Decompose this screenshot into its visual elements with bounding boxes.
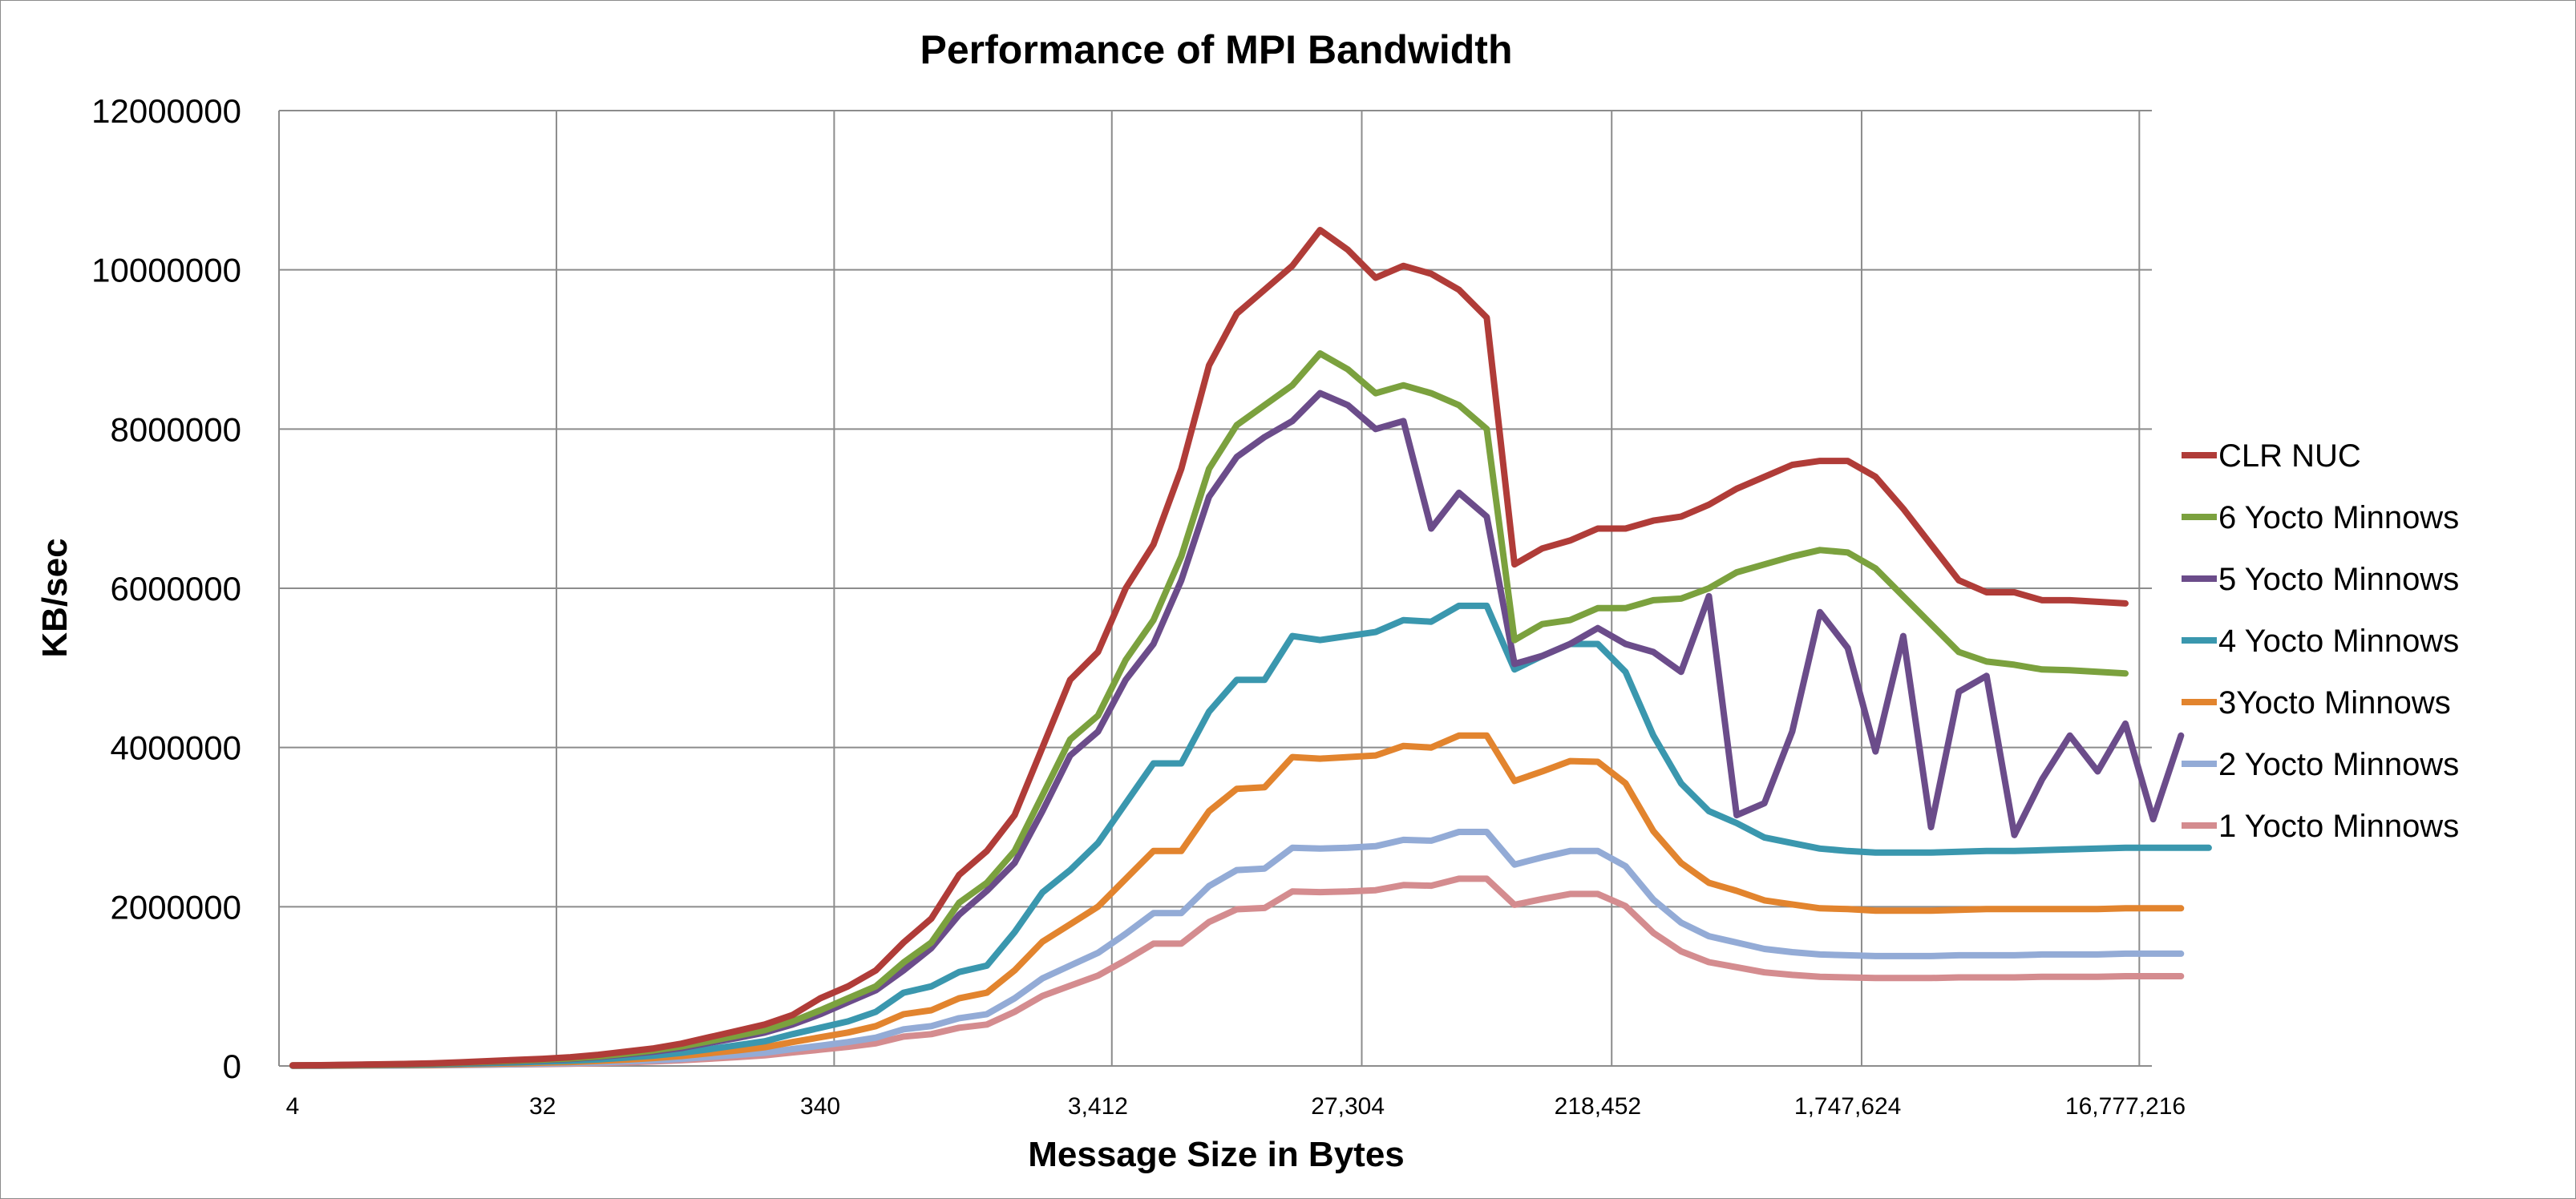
series-line-2-yocto-minnows [289,829,2185,1069]
y-ticks: 0 2000000 4000000 6000000 8000000 10000000 120… [91,92,241,1085]
x-tick-label: 4 [286,1093,300,1120]
x-tick-label: 218,452 [1555,1093,1641,1120]
chart-title: Performance of MPI Bandwidth [920,27,1513,72]
x-ticks: 4 32 340 3,412 27,304 218,452 1,747,624 16,777,… [286,1093,2186,1120]
x-tick-label: 3,412 [1068,1093,1128,1120]
series-line-3yocto-minnows [289,732,2185,1069]
series-line-5-yocto-minnows [289,390,2185,1069]
legend-label: 3Yocto Minnows [2218,685,2451,721]
grid [278,110,2152,1067]
y-tick-label: 10000000 [91,252,241,289]
series-line-clr-nuc [289,227,2129,1069]
y-tick-label: 8000000 [110,410,241,448]
legend-label: 1 Yocto Minnows [2218,809,2459,844]
series-group [289,227,2212,1069]
y-tick-label: 2000000 [110,888,241,926]
series-line-4-yocto-minnows [289,602,2212,1069]
legend-label: 2 Yocto Minnows [2218,747,2459,782]
legend-label: 6 Yocto Minnows [2218,500,2459,535]
x-tick-label: 16,777,216 [2065,1093,2186,1120]
y-axis-title: KB/sec [35,538,75,657]
legend-label: CLR NUC [2218,438,2361,474]
x-tick-label: 1,747,624 [1794,1093,1901,1120]
y-tick-label: 0 [223,1048,241,1085]
legend-label: 4 Yocto Minnows [2218,624,2459,659]
x-tick-label: 27,304 [1311,1093,1385,1120]
x-tick-label: 32 [529,1093,556,1120]
x-tick-label: 340 [800,1093,840,1120]
legend: CLR NUC 6 Yocto Minnows 5 Yocto Minnows 4 Y… [2182,438,2459,844]
y-tick-label: 6000000 [110,570,241,608]
y-tick-label: 4000000 [110,729,241,767]
y-tick-label: 12000000 [91,92,241,130]
x-axis-title: Message Size in Bytes [1028,1135,1405,1174]
legend-label: 5 Yocto Minnows [2218,562,2459,597]
